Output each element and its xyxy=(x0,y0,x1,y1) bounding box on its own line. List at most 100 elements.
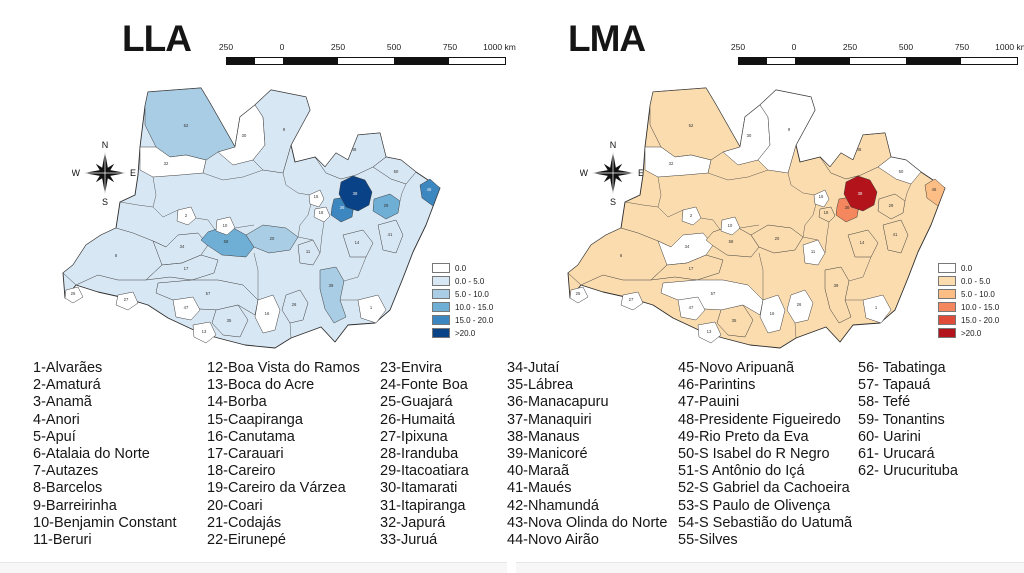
legend-swatch xyxy=(432,263,450,273)
legend-row: >20.0 xyxy=(938,327,1024,339)
municipality-item: 17-Carauari xyxy=(207,446,284,463)
map-region-47 xyxy=(677,296,706,321)
map-region-number: 46 xyxy=(427,187,432,192)
municipality-item: 8-Barcelos xyxy=(33,480,103,497)
municipality-item: 29-Itacoatiara xyxy=(380,463,469,480)
map-region-number: 13 xyxy=(707,329,712,334)
municipality-item: 50-S Isabel do R Negro xyxy=(678,446,830,463)
legend-row: 0.0 xyxy=(432,262,518,274)
municipality-item: 45-Novo Aripuanã xyxy=(678,360,795,376)
legend-swatch xyxy=(432,302,450,312)
map-region-16 xyxy=(759,294,786,334)
map-region-number: 35 xyxy=(227,318,232,323)
map-region-48 xyxy=(314,132,387,180)
map-region-number: 13 xyxy=(202,329,207,334)
map-region-number: 50 xyxy=(394,169,399,174)
legend-swatch xyxy=(938,276,956,286)
map-region-number: 39 xyxy=(329,283,334,288)
municipality-item: 19-Careiro da Várzea xyxy=(207,480,346,497)
scalebar-segment xyxy=(227,58,255,64)
scalebar-segment xyxy=(766,58,795,64)
municipality-item: 48-Presidente Figueiredo xyxy=(678,411,841,428)
map-region-number: 27 xyxy=(629,297,634,302)
choropleth-map-lla: 52 30 9 32 48 50 6 34 17 57 58 20 39 2 10 11 14 41 16 26 1 35… xyxy=(58,85,453,360)
municipality-item: 20-Coari xyxy=(207,497,263,514)
map-region-number: 14 xyxy=(860,240,865,245)
municipality-item: 7-Autazes xyxy=(33,463,99,480)
scalebar-label: 250 xyxy=(842,42,858,52)
municipality-item: 31-Itapiranga xyxy=(380,497,466,514)
map-region-50 xyxy=(877,156,922,185)
legend-label: 15.0 - 20.0 xyxy=(455,315,494,325)
map-region-number: 1 xyxy=(875,305,878,310)
municipality-item: 10-Benjamin Constant xyxy=(33,514,177,531)
compass-svg: N S W E xyxy=(580,140,645,207)
map-region-14 xyxy=(342,229,374,258)
map-region-number: 16 xyxy=(265,311,270,316)
municipality-item: 54-S Sebastião do Uatumã xyxy=(678,514,853,531)
legend-swatch xyxy=(432,328,450,338)
map-region-number: 58 xyxy=(729,239,734,244)
legend-row: 5.0 - 10.0 xyxy=(938,288,1024,300)
map-region-number: 29 xyxy=(384,203,389,208)
legend-row: 0.0 - 5.0 xyxy=(938,275,1024,287)
map-region-35 xyxy=(211,304,249,338)
map-region-10 xyxy=(720,216,741,236)
municipality-item: 6-Atalaia do Norte xyxy=(33,446,150,463)
municipality-item: 12-Boa Vista do Ramos xyxy=(207,360,360,376)
municipality-item: 60- Uarini xyxy=(858,428,921,445)
map-region-number: 32 xyxy=(164,161,169,166)
map-region-20 xyxy=(750,224,804,254)
map-region-17 xyxy=(145,254,219,281)
municipality-item: 32-Japurá xyxy=(380,514,446,531)
legend-lla: 0.0 0.0 - 5.0 5.0 - 10.0 10.0 - 15.0 15.0 - … xyxy=(432,262,518,340)
municipality-item: 36-Manacapuru xyxy=(507,394,609,411)
map-region-number: 10 xyxy=(728,223,733,228)
compass-letter: N xyxy=(102,140,109,150)
compass-letter: N xyxy=(610,140,617,150)
municipality-item: 5-Apuí xyxy=(33,428,76,445)
map-region-1 xyxy=(357,294,387,324)
map-region-number: 20 xyxy=(775,236,780,241)
municipality-item: 24-Fonte Boa xyxy=(380,377,468,394)
municipality-item: 1-Alvarães xyxy=(33,360,103,376)
scalebar-segment xyxy=(449,58,505,64)
municipality-item: 39-Manicoré xyxy=(507,446,588,463)
scalebar-label: 250 xyxy=(330,42,346,52)
map-region-27 xyxy=(115,291,139,311)
choropleth-map-lma: 52 30 9 32 48 50 6 34 17 57 58 20 39 2 10 11 14 41 16 26 1 35… xyxy=(563,85,958,360)
map-region-number: 38 xyxy=(353,191,358,196)
legend-label: 0.0 xyxy=(455,263,467,273)
map-region-number: 47 xyxy=(184,305,189,310)
municipality-item: 4-Anori xyxy=(33,411,80,428)
map-region-number: 26 xyxy=(292,302,297,307)
municipality-item: 35-Lábrea xyxy=(507,377,574,394)
map-title-lma: LMA xyxy=(568,18,646,59)
compass-letter: E xyxy=(130,168,136,178)
municipality-list-col-5: 45-Novo Aripuanã 46-Parintins 47-Pauini 48-… xyxy=(678,360,852,549)
legend-row: 15.0 - 20.0 xyxy=(432,314,518,326)
legend-swatch xyxy=(938,289,956,299)
map-region-number: 38 xyxy=(858,191,863,196)
municipality-item: 16-Canutama xyxy=(207,428,295,445)
municipality-item: 27-Ipixuna xyxy=(380,428,448,445)
legend-label: 15.0 - 20.0 xyxy=(961,315,1000,325)
municipality-list-col-1: 1-Alvarães 2-Amaturá 3-Anamã 4-Anori 5-Apuí 6… xyxy=(33,360,176,549)
map-region-number: 10 xyxy=(223,223,228,228)
map-region-number: 35 xyxy=(732,318,737,323)
map-region-35 xyxy=(716,304,754,338)
municipality-item: 44-Novo Airão xyxy=(507,532,599,549)
map-region-39 xyxy=(319,266,347,324)
municipality-item: 23-Envira xyxy=(380,360,443,376)
municipality-item: 2-Amaturá xyxy=(33,377,101,394)
map-region-47 xyxy=(172,296,201,321)
map-region-number: 47 xyxy=(689,305,694,310)
compass-rose-lma: N S W E xyxy=(580,138,646,213)
scalebar-label: 750 xyxy=(442,42,458,52)
map-region-number: 41 xyxy=(893,232,898,237)
scalebar-segment xyxy=(961,58,1017,64)
municipality-item: 21-Codajás xyxy=(207,514,282,531)
legend-lma: 0.0 0.0 - 5.0 5.0 - 10.0 10.0 - 15.0 15.0 - … xyxy=(938,262,1024,340)
scalebar-lla: 250 0 250 500 750 1000 km xyxy=(219,42,516,68)
map-region-32 xyxy=(139,146,207,178)
